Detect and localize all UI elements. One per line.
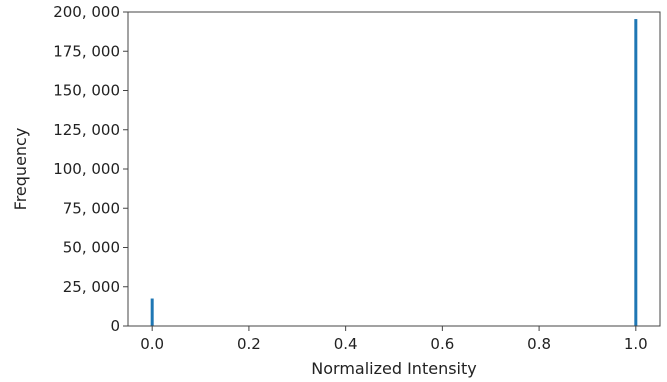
histogram-bar-0 [150, 298, 154, 326]
y-tick-label: 150, 000 [53, 82, 120, 100]
y-tick-label: 200, 000 [53, 3, 120, 21]
x-axis-label: Normalized Intensity [311, 359, 476, 378]
y-tick-label: 100, 000 [53, 160, 120, 178]
x-axis: 0.0 0.2 0.4 0.6 0.8 1.0 [140, 326, 648, 353]
plot-frame [127, 11, 661, 327]
x-tick-label: 0.2 [237, 335, 261, 353]
x-tick-label: 0.8 [527, 335, 551, 353]
x-tick-label: 0.0 [140, 335, 164, 353]
x-tick-label: 0.4 [334, 335, 358, 353]
y-axis-label: Frequency [11, 128, 30, 211]
y-tick-label: 25, 000 [63, 278, 120, 296]
x-tick-label: 1.0 [624, 335, 648, 353]
histogram-bar-1 [634, 19, 638, 326]
bars-layer [150, 19, 638, 326]
y-tick-label: 175, 000 [53, 42, 120, 60]
y-tick-label: 50, 000 [63, 239, 120, 257]
x-tick-label: 0.6 [430, 335, 454, 353]
y-tick-label: 0 [110, 317, 120, 335]
y-axis: 0 25, 000 50, 000 75, 000 100, 000 125, 000 15… [53, 3, 128, 335]
y-tick-label: 125, 000 [53, 121, 120, 139]
y-tick-label: 75, 000 [63, 199, 120, 217]
